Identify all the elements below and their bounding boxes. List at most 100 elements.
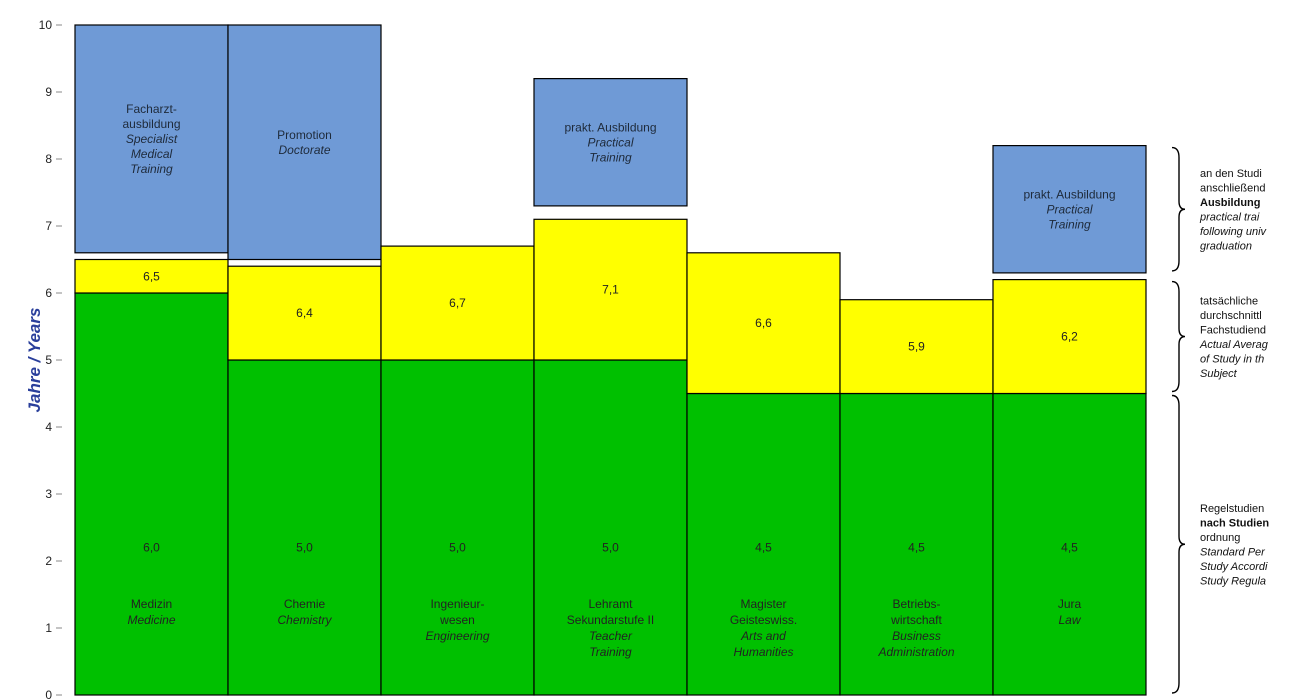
y-tick-label: 2 xyxy=(45,554,52,568)
value-label-standard: 5,0 xyxy=(602,541,619,555)
category-label: Sekundarstufe II xyxy=(567,613,654,627)
legend: an den Studi anschließend Ausbildung practi… xyxy=(1171,146,1269,694)
legend-text: anschließend xyxy=(1200,183,1265,195)
value-label-actual: 6,2 xyxy=(1061,330,1078,344)
y-tick-label: 5 xyxy=(45,353,52,367)
bar-actual xyxy=(227,265,382,361)
legend-text: practical trai xyxy=(1199,212,1260,224)
training-label: Promotion xyxy=(277,128,332,142)
legend-text: Actual Averag xyxy=(1199,339,1269,351)
y-tick-label: 10 xyxy=(39,18,53,32)
legend-brace xyxy=(1171,280,1186,393)
category-label: Law xyxy=(1058,613,1081,627)
bar-standard xyxy=(839,392,994,696)
category-label: Chemie xyxy=(284,597,326,611)
category-label: Ingenieur- xyxy=(430,597,484,611)
category-label: Chemistry xyxy=(277,613,332,627)
bar-group: 6,6 4,5 Magister Geisteswiss. Arts and Humani… xyxy=(686,252,841,696)
category-label: Business xyxy=(892,629,941,643)
legend-text: Subject xyxy=(1200,368,1238,380)
value-label-standard: 4,5 xyxy=(755,541,772,555)
bar-group: 6,7 5,0 Ingenieur-wesen Engineering xyxy=(380,245,535,696)
legend-text: graduation xyxy=(1200,241,1252,253)
bar-training xyxy=(74,24,229,254)
legend-text: durchschnittl xyxy=(1200,310,1262,322)
bar-training xyxy=(533,77,688,207)
training-label: Medical xyxy=(131,147,173,161)
legend-text: Study Regula xyxy=(1200,576,1266,588)
value-label-actual: 6,4 xyxy=(296,306,313,320)
value-label-actual: 7,1 xyxy=(602,283,619,297)
category-label: Training xyxy=(589,645,632,659)
y-tick-label: 4 xyxy=(45,420,52,434)
legend-text: Standard Per xyxy=(1200,547,1266,559)
training-label: prakt. Ausbildung xyxy=(564,120,656,134)
y-tick-label: 3 xyxy=(45,487,52,501)
category-label: wirtschaft xyxy=(890,613,942,627)
legend-text: ordnung xyxy=(1200,532,1240,544)
bar-actual xyxy=(74,258,229,294)
y-axis-title: Jahre / Years xyxy=(25,308,44,413)
legend-text: Fachstudiend xyxy=(1200,324,1266,336)
bar-actual xyxy=(839,299,994,395)
value-label-actual: 5,9 xyxy=(908,340,925,354)
value-label-actual: 6,7 xyxy=(449,296,466,310)
training-label: ausbildung xyxy=(122,117,180,131)
legend-text: nach Studien xyxy=(1200,518,1269,530)
bars: Facharzt-ausbildungSpecialistMedicalTrai… xyxy=(74,24,1147,696)
training-label: Training xyxy=(130,162,173,176)
bar-training xyxy=(227,24,382,261)
category-label: Medizin xyxy=(131,597,172,611)
category-label: Geisteswiss. xyxy=(730,613,797,627)
value-label-standard: 5,0 xyxy=(449,541,466,555)
legend-brace xyxy=(1171,394,1186,694)
value-label-actual: 6,6 xyxy=(755,316,772,330)
training-label: Training xyxy=(589,150,632,164)
y-tick-label: 1 xyxy=(45,621,52,635)
y-tick-label: 0 xyxy=(45,688,52,700)
y-tick-label: 9 xyxy=(45,85,52,99)
training-label: Doctorate xyxy=(278,143,330,157)
category-label: Medicine xyxy=(127,613,175,627)
bar-standard xyxy=(533,359,688,696)
legend-text: Study Accordi xyxy=(1200,561,1268,573)
training-label: Specialist xyxy=(126,132,178,146)
bar-standard xyxy=(74,292,229,696)
value-label-standard: 6,0 xyxy=(143,541,160,555)
training-label: Facharzt- xyxy=(126,102,177,116)
category-label: Humanities xyxy=(733,645,793,659)
category-label: Jura xyxy=(1058,597,1082,611)
legend-text: tatsächliche xyxy=(1200,295,1258,307)
bar-actual xyxy=(992,279,1147,395)
value-label-actual: 6,5 xyxy=(143,269,160,283)
legend-text: an den Studi xyxy=(1200,168,1262,180)
y-axis: 0 1 2 3 4 5 6 7 8 9 10 xyxy=(39,18,62,700)
y-tick-label: 6 xyxy=(45,286,52,300)
category-label: Magister xyxy=(740,597,786,611)
legend-text: following univ xyxy=(1200,226,1268,238)
category-label: Arts and xyxy=(740,629,786,643)
bar-group: prakt. AusbildungPracticalTraining7,15,0… xyxy=(533,77,688,696)
bar-actual xyxy=(380,245,535,361)
training-label: Practical xyxy=(1046,202,1092,216)
bar-standard xyxy=(380,359,535,696)
bar-standard xyxy=(686,392,841,696)
y-tick-label: 7 xyxy=(45,219,52,233)
category-label: Engineering xyxy=(425,629,489,643)
bar-training xyxy=(992,145,1147,274)
value-label-standard: 4,5 xyxy=(1061,541,1078,555)
value-label-standard: 5,0 xyxy=(296,541,313,555)
y-tick-label: 8 xyxy=(45,152,52,166)
training-label: Training xyxy=(1048,217,1091,231)
training-label: Practical xyxy=(587,135,633,149)
bar-standard xyxy=(227,359,382,696)
category-label: Betriebs- xyxy=(892,597,940,611)
category-label: wesen xyxy=(439,613,475,627)
training-label: prakt. Ausbildung xyxy=(1023,187,1115,201)
category-label: Administration xyxy=(877,645,954,659)
value-label-standard: 4,5 xyxy=(908,541,925,555)
